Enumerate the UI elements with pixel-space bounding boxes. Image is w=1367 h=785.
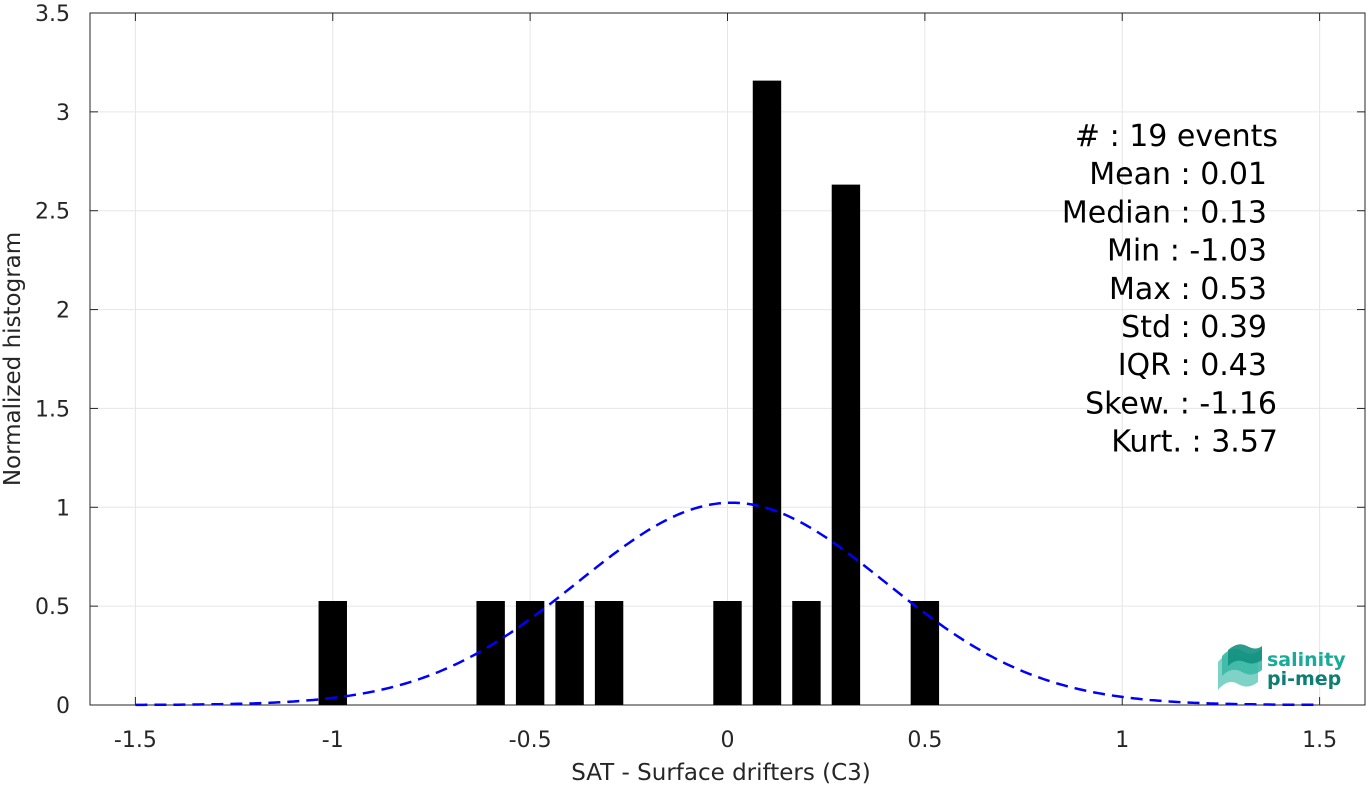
stat-line: Median : 0.13 bbox=[1062, 195, 1267, 230]
stat-line: Std : 0.39 bbox=[1121, 310, 1267, 345]
y-tick-label: 0.5 bbox=[35, 595, 70, 620]
histogram-bar bbox=[476, 601, 505, 705]
x-tick-label: -1.5 bbox=[114, 728, 157, 753]
histogram-bars bbox=[318, 80, 940, 706]
x-tick-label: -0.5 bbox=[509, 728, 552, 753]
histogram-bar bbox=[831, 184, 861, 706]
x-axis-label: SAT - Surface drifters (C3) bbox=[571, 760, 871, 785]
y-tick-labels: 0 0.5 1 1.5 2 2.5 3 3.5 bbox=[35, 2, 70, 719]
stat-line: Skew. : -1.16 bbox=[1085, 386, 1277, 421]
y-axis-label: Normalized histogram bbox=[0, 232, 26, 486]
histogram-bar bbox=[318, 601, 347, 705]
x-tick-label: 1.5 bbox=[1302, 728, 1337, 753]
stat-line: Min : -1.03 bbox=[1107, 234, 1267, 269]
x-tick-labels: -1.5 -1 -0.5 0 0.5 1 1.5 bbox=[114, 728, 1337, 753]
logo-text-pi-mep: pi-mep bbox=[1267, 668, 1341, 690]
y-tick-label: 0 bbox=[56, 694, 70, 719]
histogram-bar bbox=[752, 80, 782, 705]
stat-line: IQR : 0.43 bbox=[1118, 348, 1267, 383]
grid-lines bbox=[90, 12, 1365, 706]
stat-line: # : 19 events bbox=[1075, 119, 1278, 154]
x-tick-label: 0.5 bbox=[907, 728, 942, 753]
y-tick-label: 1.5 bbox=[35, 397, 70, 422]
histogram-bar bbox=[594, 601, 624, 705]
stat-line: Max : 0.53 bbox=[1109, 272, 1267, 307]
histogram-bar bbox=[792, 601, 821, 705]
logo-text-salinity: salinity bbox=[1267, 649, 1346, 671]
stat-line: Kurt. : 3.57 bbox=[1111, 425, 1278, 460]
y-tick-label: 1 bbox=[56, 496, 70, 521]
y-tick-label: 2.5 bbox=[35, 200, 70, 225]
y-tick-label: 3.5 bbox=[35, 2, 70, 27]
y-tick-label: 2 bbox=[56, 299, 70, 324]
logo-waves-icon bbox=[1218, 644, 1262, 690]
histogram-bar bbox=[713, 601, 742, 705]
histogram-bar bbox=[555, 601, 584, 705]
x-tick-label: 0 bbox=[721, 728, 735, 753]
stat-line: Mean : 0.01 bbox=[1089, 157, 1267, 192]
histogram-bar bbox=[910, 601, 940, 705]
x-tick-label: -1 bbox=[322, 728, 344, 753]
histogram-bar bbox=[515, 601, 545, 705]
gaussian-fit-curve bbox=[135, 501, 1320, 707]
y-tick-label: 3 bbox=[56, 101, 70, 126]
salinity-pi-mep-logo: salinity pi-mep bbox=[1218, 644, 1346, 690]
x-tick-label: 1 bbox=[1115, 728, 1129, 753]
